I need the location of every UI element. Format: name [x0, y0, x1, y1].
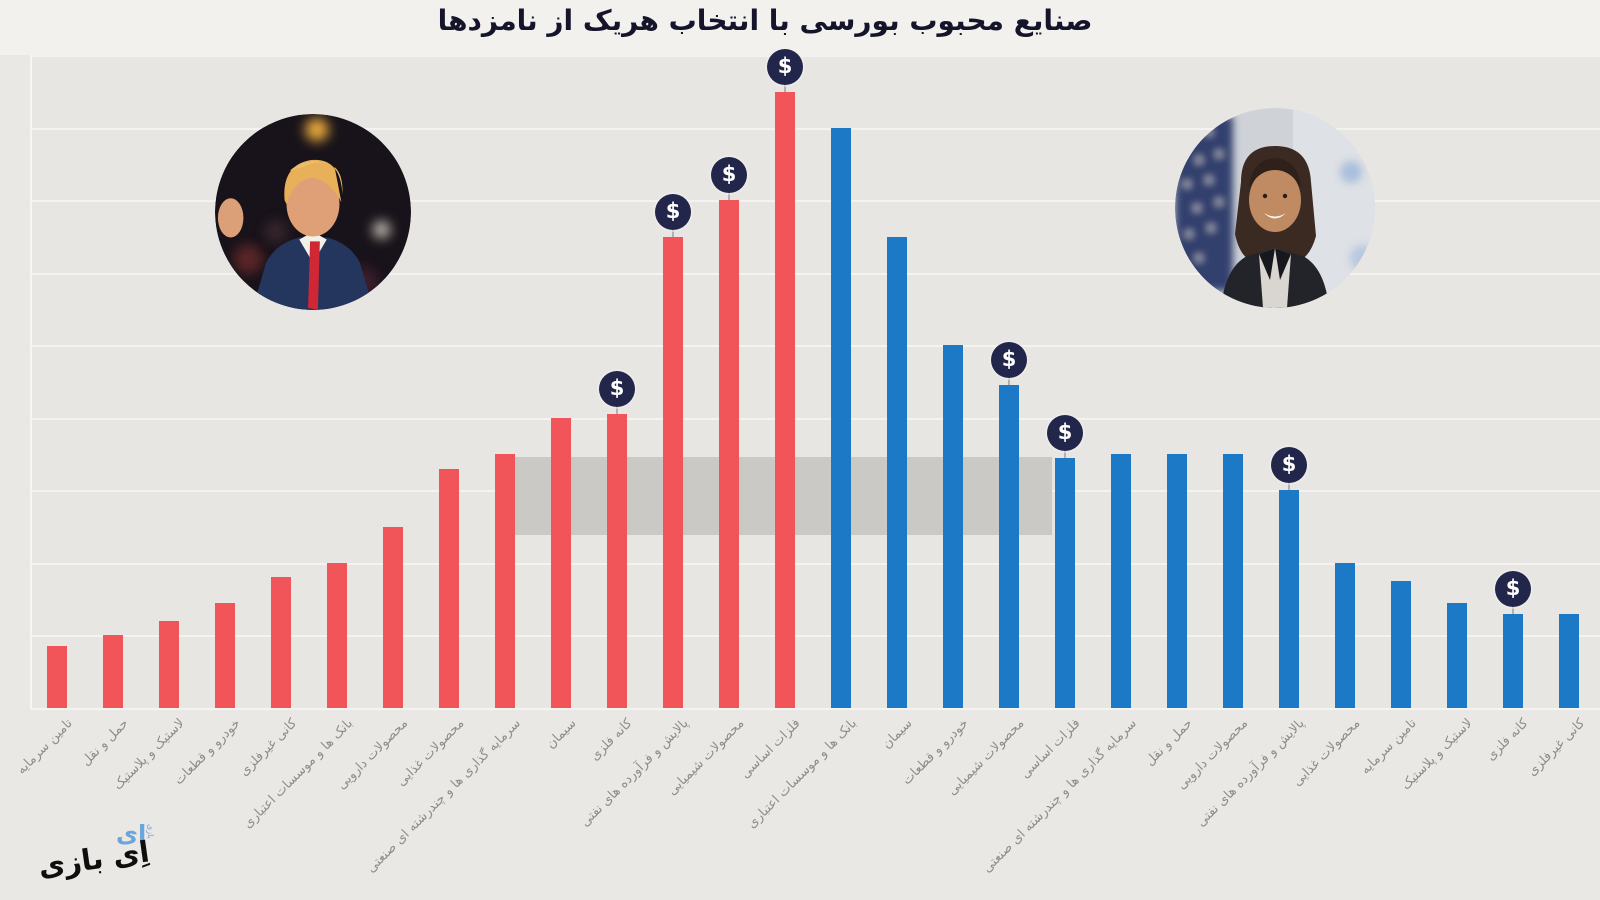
x-axis-label: پالایش و فرآورده های نفتی — [577, 716, 692, 830]
bar — [495, 454, 515, 708]
dollar-badge-stem — [1008, 373, 1010, 385]
x-axis-label: حمل و نقل — [1142, 716, 1196, 770]
bar — [215, 603, 235, 708]
bar — [831, 128, 851, 708]
gridline — [30, 55, 1600, 57]
bar — [439, 469, 459, 708]
dollar-badge-stem — [784, 80, 786, 92]
bar — [999, 385, 1019, 708]
dollar-badge-icon: $ — [1047, 415, 1083, 451]
title-strip — [0, 0, 1600, 55]
chart-title: صنایع محبوب بورسی با انتخاب هریک از نامز… — [437, 4, 1093, 37]
x-axis-label: کانی غیرفلزی — [1524, 716, 1588, 780]
dollar-badge-icon: $ — [711, 157, 747, 193]
x-axis-label: تامین سرمایه — [14, 716, 76, 778]
bar — [1055, 458, 1075, 708]
dollar-badge-stem — [728, 188, 730, 200]
x-axis-label: کانه فلزی — [587, 716, 636, 764]
dollar-badge-stem — [1288, 478, 1290, 490]
bar — [607, 414, 627, 708]
x-axis-label: حمل و نقل — [78, 716, 132, 770]
bar — [1447, 603, 1467, 708]
gridline — [30, 562, 1600, 565]
x-axis-label: تامین سرمایه — [1358, 716, 1420, 778]
trump-portrait-photo — [215, 114, 411, 310]
bar — [383, 527, 403, 708]
watermark-glyph-icon: ای — [116, 820, 147, 848]
dollar-badge-icon: $ — [1495, 571, 1531, 607]
bar — [775, 92, 795, 708]
gridline — [30, 417, 1600, 420]
gridline — [30, 272, 1600, 275]
harris-portrait-photo — [1175, 108, 1375, 308]
bar — [159, 621, 179, 708]
trump-portrait-icon — [215, 114, 411, 310]
bar — [943, 345, 963, 708]
dollar-badge-icon: $ — [1271, 447, 1307, 483]
watermark-logo: ای بازی اِی بازی — [36, 820, 168, 896]
bar — [1223, 454, 1243, 708]
gridline — [30, 127, 1600, 130]
x-axis-label: سیمان — [879, 716, 916, 752]
dollar-badge-icon: $ — [599, 371, 635, 407]
gridline — [30, 200, 1600, 202]
watermark-text: اِی بازی — [36, 834, 152, 884]
x-axis-label: بانک ها و موسسات اعتباری — [240, 716, 356, 832]
gridline — [30, 635, 1600, 637]
x-axis-label: کانه فلزی — [1483, 716, 1532, 764]
bar — [47, 646, 67, 708]
x-axis-label: سیمان — [543, 716, 580, 752]
dollar-badge-stem — [616, 402, 618, 414]
gridline — [30, 345, 1600, 347]
bar — [1559, 614, 1579, 708]
bar — [663, 237, 683, 708]
dollar-badge-icon: $ — [991, 342, 1027, 378]
bar — [1111, 454, 1131, 708]
gridline — [30, 707, 1600, 710]
dollar-badge-icon: $ — [767, 49, 803, 85]
bar — [551, 418, 571, 708]
x-axis-label: بانک ها و موسسات اعتباری — [744, 716, 860, 832]
bar — [1335, 563, 1355, 708]
bar — [271, 577, 291, 708]
bar — [887, 237, 907, 708]
dollar-badge-icon: $ — [655, 194, 691, 230]
bar — [1391, 581, 1411, 708]
bar — [719, 200, 739, 708]
watermark-mini-text: بازی — [146, 824, 155, 839]
dollar-badge-stem — [1512, 602, 1514, 614]
harris-portrait-icon — [1175, 108, 1375, 308]
bar — [103, 635, 123, 708]
bar — [1503, 614, 1523, 708]
dollar-badge-stem — [1064, 446, 1066, 458]
x-axis-label: پالایش و فرآورده های نفتی — [1193, 716, 1308, 830]
dollar-badge-stem — [672, 225, 674, 237]
bar — [327, 563, 347, 708]
bar — [1279, 490, 1299, 708]
bar — [1167, 454, 1187, 708]
